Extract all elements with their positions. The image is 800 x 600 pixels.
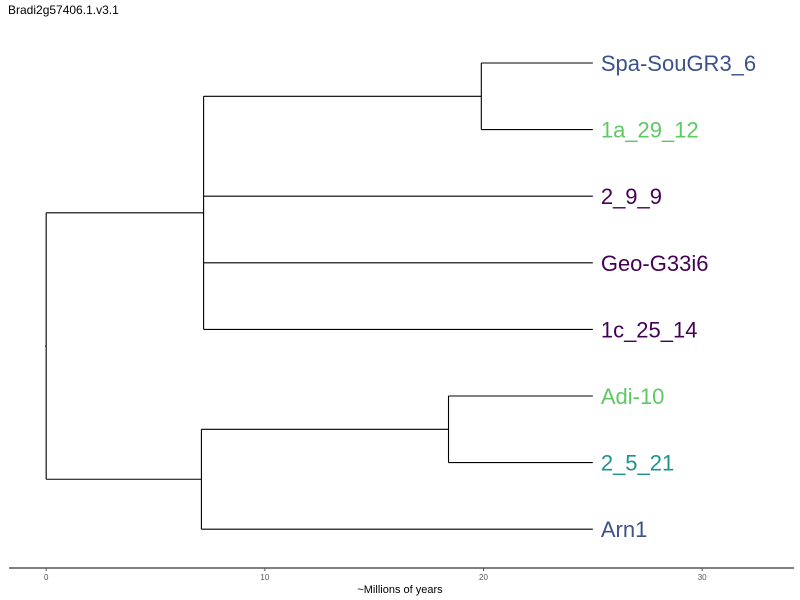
tip-labels: Spa-SouGR3_6 1a_29_12 2_9_9 Geo-G33i6 1c_25_… (601, 51, 756, 542)
axis-tick-label: 10 (260, 573, 269, 582)
tip-label: Geo-G33i6 (601, 251, 709, 276)
tip-label: Spa-SouGR3_6 (601, 51, 756, 76)
axis-tick-label: 20 (479, 573, 488, 582)
time-axis-ticks: 0 10 20 30 (44, 568, 707, 582)
tip-label: Arn1 (601, 517, 647, 542)
tip-label: 1a_29_12 (601, 118, 699, 143)
axis-tick-label: 30 (698, 573, 707, 582)
time-axis-title: ~Millions of years (357, 584, 443, 596)
tip-label: 2_5_21 (601, 451, 674, 476)
tip-label: 2_9_9 (601, 184, 662, 209)
axis-tick-label: 0 (44, 573, 49, 582)
figure-title: Bradi2g57406.1.v3.1 (8, 3, 119, 17)
tip-label: 1c_25_14 (601, 317, 698, 342)
tree-branches (45, 62, 593, 530)
tip-label: Adi-10 (601, 384, 665, 409)
